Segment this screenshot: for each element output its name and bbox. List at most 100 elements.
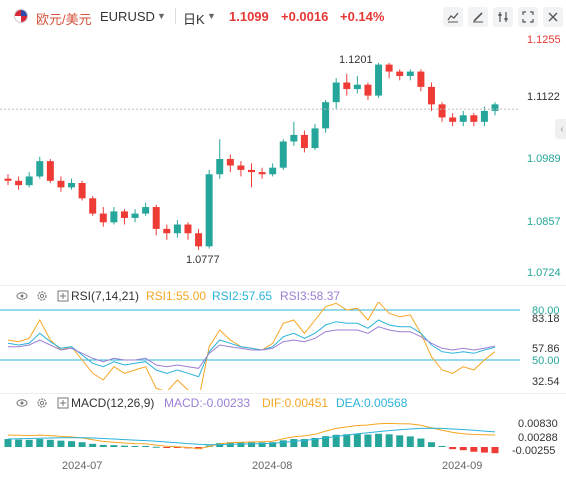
- candle-body: [152, 207, 160, 229]
- gear-icon[interactable]: [36, 290, 48, 302]
- candle-body: [46, 161, 54, 181]
- macd-bar: [332, 434, 340, 447]
- macd-bar: [131, 445, 139, 447]
- candle-body: [25, 176, 33, 186]
- macd-bar: [25, 439, 33, 447]
- dif-line: [7, 422, 496, 450]
- divider: [0, 393, 566, 394]
- macd-bar: [459, 447, 467, 451]
- x-tick-jul: 2024-07: [62, 460, 103, 472]
- candle-body: [237, 165, 245, 170]
- macd-bar: [110, 445, 118, 447]
- x-tick-aug: 2024-08: [252, 460, 293, 472]
- candle-body: [120, 211, 128, 218]
- macd-bar: [311, 437, 319, 447]
- macd-bar: [449, 447, 457, 450]
- collapse-sidebar-icon[interactable]: ‹: [555, 119, 566, 139]
- candle-body: [68, 182, 76, 188]
- candle-body: [131, 213, 139, 218]
- eye-icon[interactable]: [16, 397, 28, 409]
- macd-bar: [417, 438, 425, 447]
- macd-bar: [480, 447, 488, 453]
- pair-dropdown-icon[interactable]: ▼: [157, 11, 166, 21]
- pencil-icon: [473, 12, 483, 23]
- candle-body: [269, 167, 277, 175]
- macd-bar: [364, 434, 372, 447]
- macd-bar: [438, 445, 446, 447]
- macd-bar: [290, 439, 298, 447]
- dea-line: [7, 427, 496, 446]
- macd-chart[interactable]: [0, 410, 520, 460]
- rsi-tick-low: 32.54: [532, 376, 560, 388]
- close-panel-button[interactable]: [543, 7, 563, 27]
- add-box-icon[interactable]: [57, 397, 69, 409]
- macd-bar: [385, 434, 393, 447]
- low-annotation: 1.0777: [186, 254, 220, 266]
- candle-body: [343, 82, 351, 90]
- rsi-tick-current: 57.86: [532, 343, 560, 355]
- candle-body: [279, 141, 287, 168]
- rsi-title: RSI(7,14,21): [71, 289, 140, 303]
- candle-body: [353, 84, 361, 90]
- candle-body: [332, 82, 340, 103]
- macd-bar: [491, 447, 499, 454]
- candle-body: [406, 71, 414, 76]
- macd-bar: [343, 434, 351, 447]
- price-change-pct: +0.14%: [340, 9, 385, 24]
- candle-body: [396, 71, 404, 76]
- add-box-icon[interactable]: [57, 290, 69, 302]
- macd-title: MACD(12,26,9): [71, 396, 155, 410]
- candle-body: [427, 86, 435, 105]
- draw-tool-button[interactable]: [468, 7, 488, 27]
- toolbar: 欧元/美元 EURUSD ▼ 日K ▼ 1.1099 +0.0016 +0.14…: [0, 0, 566, 32]
- macd-tick-1: 0.00830: [518, 418, 558, 430]
- y-tick-1: 1.1255: [527, 34, 561, 46]
- candle-body: [4, 178, 12, 181]
- candle-body: [184, 224, 192, 234]
- rsi3-value: RSI3:58.37: [280, 289, 341, 303]
- candle-body: [99, 213, 107, 223]
- macd-bar: [173, 447, 181, 448]
- period-selector[interactable]: 日K: [183, 12, 205, 27]
- macd-bar: [120, 445, 128, 447]
- macd-bar: [68, 441, 76, 447]
- gear-icon[interactable]: [36, 397, 48, 409]
- candle-body: [110, 211, 118, 223]
- candle-body: [417, 71, 425, 87]
- candle-body: [480, 110, 488, 122]
- candle-body: [216, 158, 224, 175]
- line-tool-button[interactable]: [443, 7, 463, 27]
- indicator-settings-button[interactable]: [493, 7, 513, 27]
- macd-bar: [248, 442, 255, 447]
- pair-code[interactable]: EURUSD: [100, 9, 155, 24]
- rsi3-line: [8, 326, 496, 369]
- candle-body: [248, 169, 255, 173]
- candle-body: [375, 64, 383, 96]
- rsi-chart[interactable]: [0, 302, 520, 390]
- close-icon: [548, 12, 558, 22]
- candle-body: [163, 228, 171, 234]
- pair-name-cn[interactable]: 欧元/美元: [36, 12, 92, 27]
- macd-bar: [427, 442, 435, 447]
- fullscreen-button[interactable]: [518, 7, 538, 27]
- divider: [0, 285, 566, 286]
- macd-bar: [279, 440, 287, 447]
- rsi1-value: RSI1:55.00: [146, 289, 207, 303]
- line-chart-icon: [447, 12, 459, 23]
- macd-bar: [78, 442, 86, 447]
- eye-icon[interactable]: [16, 290, 28, 302]
- rsi-tick-80: 80.00: [532, 305, 560, 317]
- candle-body: [36, 161, 44, 177]
- macd-value: MACD:-0.00233: [164, 396, 251, 410]
- candle-body: [78, 182, 86, 199]
- macd-bar: [322, 436, 330, 447]
- macd-bar: [57, 440, 65, 447]
- candle-body: [438, 104, 446, 118]
- candle-body: [290, 134, 298, 142]
- period-dropdown-icon[interactable]: ▼: [207, 11, 216, 21]
- macd-bar: [99, 444, 107, 447]
- candlestick-chart[interactable]: [0, 32, 520, 282]
- macd-tick-2: 0.00288: [518, 432, 558, 444]
- candle-body: [491, 104, 499, 111]
- macd-bar: [36, 439, 44, 447]
